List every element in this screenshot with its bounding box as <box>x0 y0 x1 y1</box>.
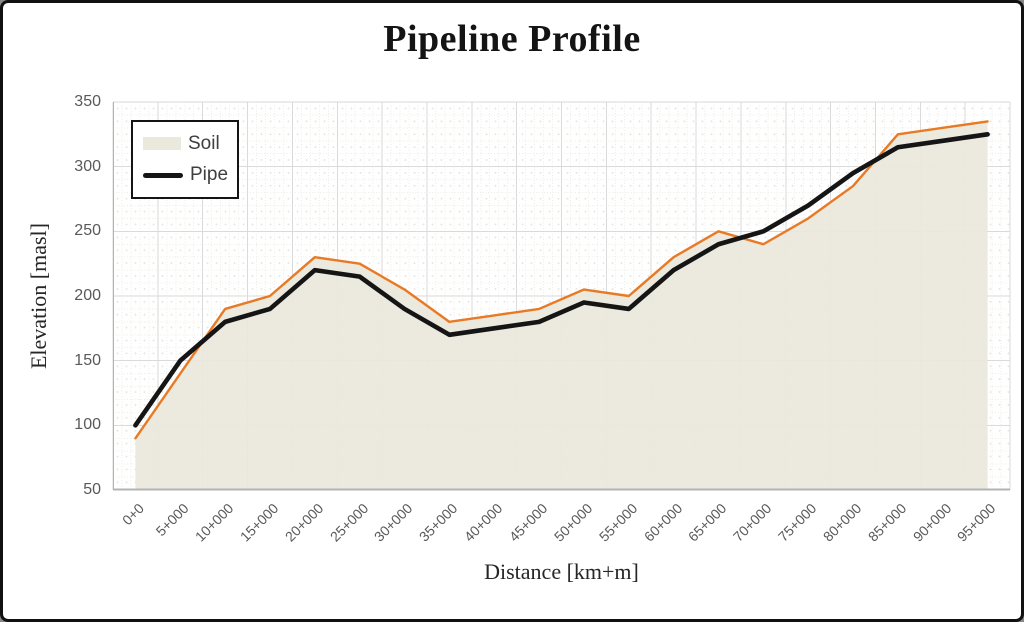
y-tick-label: 250 <box>74 222 101 240</box>
x-tick-label: 75+000 <box>774 500 820 545</box>
legend: Soil Pipe <box>131 120 239 199</box>
x-tick-label: 20+000 <box>281 500 327 545</box>
x-tick-label: 30+000 <box>371 500 416 545</box>
y-tick-label: 100 <box>74 416 101 434</box>
legend-label-pipe: Pipe <box>190 164 229 186</box>
plot-area <box>112 101 1011 491</box>
x-axis-title: Distance [km+m] <box>484 559 639 584</box>
legend-item-soil: Soil <box>143 133 237 155</box>
x-tick-label: 60+000 <box>640 500 685 545</box>
soil-area-swatch-icon <box>143 137 181 151</box>
chart-canvas <box>112 101 1011 491</box>
y-tick-label: 150 <box>74 351 101 369</box>
y-tick-label: 300 <box>74 157 101 175</box>
x-tick-label: 10+000 <box>191 500 237 545</box>
x-tick-label: 50+000 <box>550 500 596 545</box>
x-tick-label: 25+000 <box>326 500 371 545</box>
x-tick-label: 70+000 <box>730 500 775 545</box>
y-axis-title: Elevation [masl] <box>26 222 51 370</box>
x-tick-label: 0+0 <box>118 500 147 529</box>
soil-series-line <box>134 120 989 440</box>
legend-label-soil: Soil <box>188 132 220 154</box>
x-tick-label: 40+000 <box>460 500 506 545</box>
x-tick-label: 55+000 <box>595 500 641 545</box>
x-tick-label: 65+000 <box>685 500 730 545</box>
x-tick-label: 15+000 <box>236 500 282 545</box>
x-tick-label: 95+000 <box>954 500 999 545</box>
pipe-series-line <box>133 132 990 428</box>
x-tick-label: 45+000 <box>505 500 551 545</box>
y-tick-label: 200 <box>74 287 101 304</box>
x-tick-label: 85+000 <box>864 500 910 545</box>
x-tick-label: 90+000 <box>909 500 955 545</box>
legend-item-pipe: Pipe <box>143 164 237 186</box>
chart-title: Pipeline Profile <box>383 18 641 60</box>
y-tick-label: 350 <box>74 93 101 110</box>
x-tick-label: 5+000 <box>152 500 192 540</box>
y-tick-label: 50 <box>83 481 101 498</box>
x-tick-label: 80+000 <box>819 500 865 545</box>
pipe-line-swatch-icon <box>143 172 183 178</box>
x-tick-label: 35+000 <box>416 500 461 545</box>
soil-area-fill <box>135 121 988 491</box>
